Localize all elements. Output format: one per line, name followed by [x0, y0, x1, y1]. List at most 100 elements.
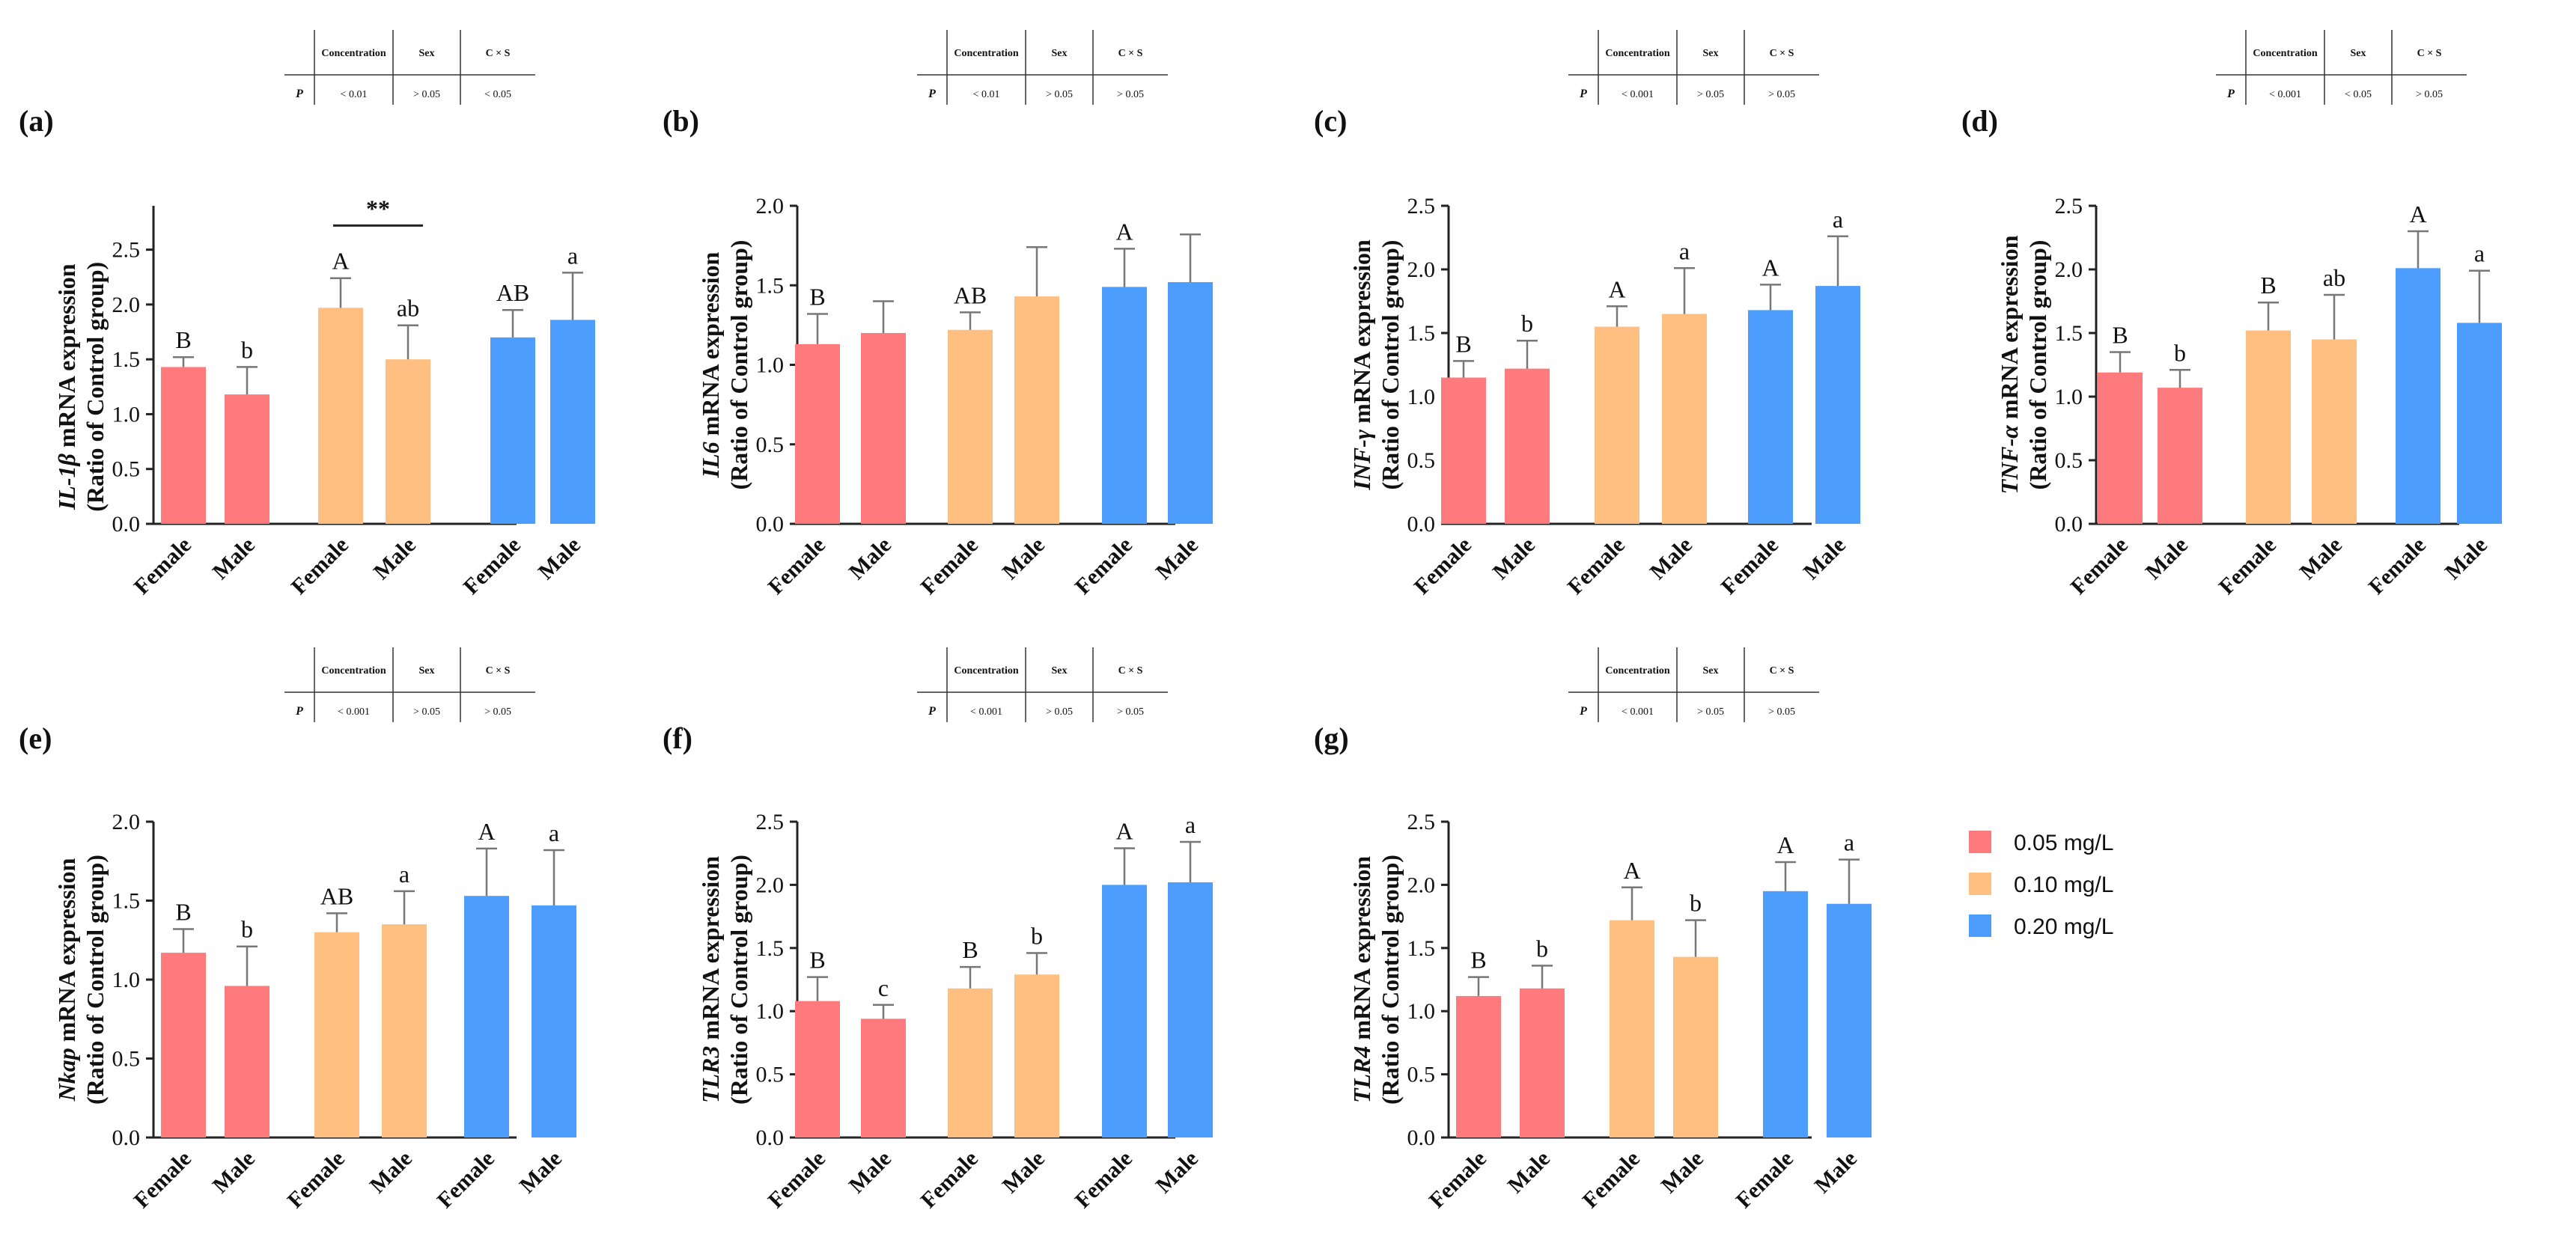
- table-header: Sex: [1703, 48, 1719, 59]
- y-axis-label-tail: mRNA expression: [1996, 235, 2023, 425]
- y-axis-label-line2: (Ratio of Control group): [82, 855, 109, 1105]
- y-tick-label: 1.5: [756, 273, 785, 298]
- bar-0.20-male: [532, 905, 576, 1137]
- bar-0.05-male: [1520, 988, 1565, 1137]
- x-category-label: Female: [283, 1146, 350, 1213]
- x-category-label: Female: [1563, 533, 1630, 599]
- panel-f: (f) 0.0 0.5 1.0 1.5 2.0 2.5 TLR3 mRNA expressio…: [663, 647, 1213, 1213]
- table-header: C × S: [486, 48, 511, 59]
- table-header: Sex: [1703, 665, 1719, 677]
- x-category-label: Female: [1410, 533, 1476, 599]
- x-category-label: Female: [459, 533, 526, 599]
- significance-letter: ab: [2323, 264, 2345, 291]
- y-tick-label: 1.5: [1407, 936, 1436, 961]
- significance-letter: AB: [320, 882, 353, 909]
- y-tick-label: 0.5: [112, 1047, 141, 1072]
- significance-letter: A: [2409, 201, 2426, 227]
- y-axis-gene: IL6: [697, 442, 724, 478]
- significance-letter: B: [175, 326, 191, 353]
- bar-0.05-male: [861, 333, 906, 524]
- y-tick-label: 0.0: [756, 1126, 785, 1150]
- y-tick-label: 2.0: [112, 810, 141, 834]
- x-category-label: Male: [1488, 533, 1540, 584]
- table-value: > 0.05: [413, 89, 440, 100]
- table-row-label: P: [928, 88, 936, 100]
- significance-letter: A: [1762, 254, 1779, 281]
- legend-label: 0.20 mg/L: [2014, 914, 2113, 939]
- significance-letter: B: [2112, 322, 2128, 349]
- stats-table: Concentration Sex C × S P < 0.001 > 0.05 > 0.0…: [1568, 647, 1819, 722]
- significance-letter: A: [1776, 831, 1794, 858]
- y-tick-label: 2.5: [1407, 194, 1436, 219]
- bar-0.20-female: [1763, 891, 1808, 1137]
- bar-0.05-female: [1456, 995, 1501, 1137]
- x-category-label: Male: [998, 533, 1050, 584]
- y-tick-label: 0.0: [756, 512, 785, 537]
- y-axis-label: IL-1β mRNA expression: [53, 263, 80, 510]
- significance-letter: b: [241, 916, 253, 943]
- y-axis-label: TLR4 mRNA expression: [1348, 856, 1375, 1103]
- x-category-label: Male: [534, 533, 585, 584]
- panel-label: (b): [663, 104, 699, 138]
- x-category-label: Male: [844, 1146, 896, 1198]
- y-axis-label-line2: (Ratio of Control group): [2024, 240, 2051, 490]
- stats-table: Concentration Sex C × S P < 0.01 > 0.05 > 0.05: [917, 30, 1168, 105]
- table-header: Concentration: [954, 665, 1019, 677]
- bar-0.05-female: [161, 953, 206, 1137]
- x-category-label: Female: [916, 533, 983, 599]
- y-tick-label: 1.5: [112, 347, 141, 372]
- legend: 0.05 mg/L 0.10 mg/L 0.20 mg/L: [1969, 831, 2113, 939]
- bar-0.05-female: [161, 367, 206, 524]
- x-category-label: Male: [1645, 533, 1697, 584]
- x-category-label: Male: [515, 1146, 567, 1198]
- x-category-label: Female: [1425, 1146, 1491, 1213]
- legend-swatch: [1969, 914, 1991, 937]
- x-category-label: Female: [1732, 1146, 1798, 1213]
- y-axis-label-line2: (Ratio of Control group): [1377, 240, 1404, 490]
- stats-table: Concentration Sex C × S P < 0.001 > 0.05 > 0.0…: [284, 647, 535, 722]
- bar-0.20-male: [2457, 323, 2502, 524]
- x-category-label: Female: [1071, 1146, 1137, 1213]
- table-value: > 0.05: [1768, 89, 1795, 100]
- table-row-label: P: [2226, 88, 2235, 100]
- bar-0.05-male: [1505, 368, 1550, 524]
- x-category-label: Female: [2214, 533, 2281, 599]
- table-value: > 0.05: [1697, 706, 1724, 718]
- y-tick-label: 0.0: [112, 1126, 141, 1150]
- y-tick-label: 1.0: [1407, 999, 1436, 1024]
- y-tick-label: 1.0: [756, 999, 785, 1024]
- y-axis-label-tail: mRNA expression: [697, 251, 724, 442]
- y-tick-label: 2.0: [756, 194, 785, 219]
- table-value: > 0.05: [1117, 706, 1144, 718]
- y-axis-label-tail: mRNA expression: [1348, 239, 1375, 430]
- bar-0.05-male: [225, 394, 270, 524]
- bar-0.20-female: [464, 896, 509, 1137]
- x-category-label: Male: [1151, 1146, 1203, 1198]
- panel-label: (e): [19, 721, 52, 755]
- significance-letter: a: [549, 819, 559, 846]
- y-tick-label: 1.0: [112, 402, 141, 427]
- panel-g: (g) 0.0 0.5 1.0 1.5 2.0 2.5 TLR4 mRNA expressio…: [1314, 647, 1872, 1213]
- stats-table: Concentration Sex C × S P < 0.001 > 0.05 > 0.0…: [1568, 30, 1819, 105]
- bar-0.20-female: [1102, 287, 1147, 524]
- x-category-label: Male: [1799, 533, 1851, 584]
- bar-0.10-female: [1595, 326, 1639, 524]
- x-category-label: Male: [1657, 1146, 1708, 1198]
- significance-letter: a: [399, 861, 409, 888]
- panel-e: (e) 0.0 0.5 1.0 1.5 2.0 Nkap mRNA expression (R…: [19, 647, 576, 1213]
- bar-0.20-male: [1815, 286, 1860, 524]
- significance-letter: a: [567, 242, 578, 269]
- x-category-label: Female: [1717, 533, 1783, 599]
- panel-c: (c) 0.0 0.5 1.0 1.5 2.0 2.5 INF-γ mRNA expressi…: [1314, 30, 1860, 599]
- significance-letter: AB: [954, 281, 987, 308]
- y-tick-label: 2.5: [112, 238, 141, 263]
- table-value: < 0.05: [484, 89, 511, 100]
- bar-0.10-male: [1673, 956, 1718, 1137]
- table-header: Sex: [1052, 665, 1068, 677]
- bar-0.10-male: [1014, 296, 1059, 524]
- y-tick-label: 2.0: [2055, 257, 2083, 282]
- bar-0.10-male: [1662, 314, 1707, 524]
- panel-label: (g): [1314, 721, 1349, 755]
- y-axis-gene: TLR3: [697, 1046, 724, 1103]
